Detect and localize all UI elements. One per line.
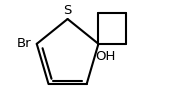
Text: Br: Br (17, 37, 32, 50)
Text: OH: OH (95, 50, 115, 63)
Text: S: S (63, 4, 72, 17)
